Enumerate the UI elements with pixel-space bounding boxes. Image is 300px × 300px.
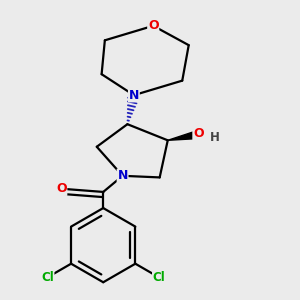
- Text: H: H: [210, 130, 220, 144]
- Text: O: O: [56, 182, 67, 195]
- Text: O: O: [148, 19, 158, 32]
- Text: Cl: Cl: [41, 271, 54, 284]
- Text: Cl: Cl: [153, 271, 166, 284]
- Text: O: O: [193, 128, 204, 140]
- Text: N: N: [117, 169, 128, 182]
- Text: N: N: [129, 89, 139, 102]
- Polygon shape: [168, 129, 202, 140]
